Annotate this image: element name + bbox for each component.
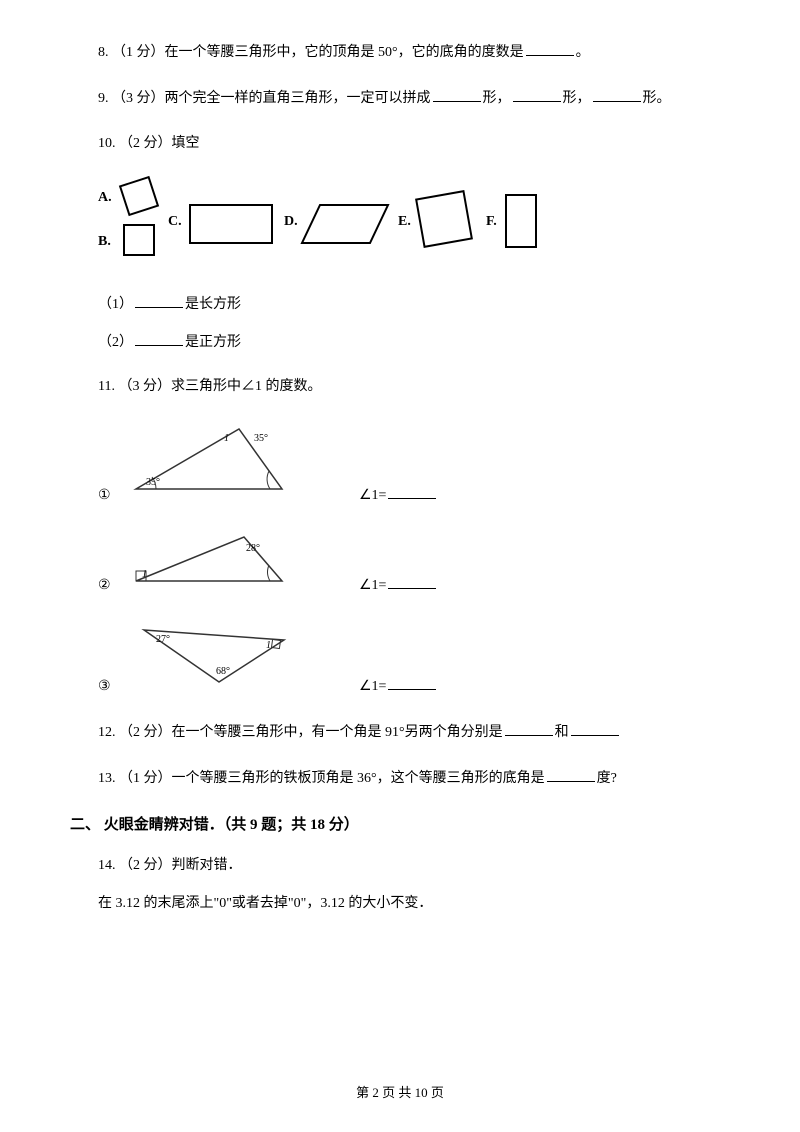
q9-text-after: 形。	[643, 91, 671, 106]
q13-text-after: 度?	[597, 771, 617, 786]
q11-t2-label: ②	[98, 575, 116, 597]
q11-t3-label: ③	[98, 676, 116, 698]
question-11: 11. （3 分）求三角形中∠1 的度数。 ① 1 35° 35° ∠1= ② …	[70, 376, 730, 698]
q10-sub1: （1） 是长方形	[98, 292, 730, 316]
q10-sub1-blank	[135, 292, 183, 308]
q13-text-before: 13. （1 分）一个等腰三角形的铁板顶角是 36°，这个等腰三角形的底角是	[98, 771, 545, 786]
q11-t2-img: 28° 1	[124, 529, 289, 597]
q11-t2-eq: ∠1=	[359, 573, 438, 597]
label-b: B.	[98, 234, 111, 249]
q12-text-before: 12. （2 分）在一个等腰三角形中，有一个角是 91°另两个角分别是	[98, 725, 503, 740]
q14-body: 在 3.12 的末尾添上"0"或者去掉"0"，3.12 的大小不变．	[98, 893, 730, 915]
q8-text-before: 8. （1 分）在一个等腰三角形中，它的顶角是 50°，它的底角的度数是	[98, 45, 524, 60]
shape-a	[120, 177, 158, 215]
svg-text:1: 1	[142, 569, 147, 580]
label-e: E.	[398, 214, 411, 229]
q8-blank	[526, 40, 574, 56]
label-a: A.	[98, 190, 112, 205]
svg-text:68°: 68°	[216, 666, 230, 677]
question-12: 12. （2 分）在一个等腰三角形中，有一个角是 91°另两个角分别是 和	[70, 720, 730, 744]
q10-sub1-after: 是长方形	[185, 297, 241, 312]
q9-blank-2	[513, 86, 561, 102]
shape-e	[416, 191, 472, 247]
q11-t3-img: 27° 68° 1	[124, 620, 289, 698]
svg-text:35°: 35°	[254, 433, 268, 444]
question-9: 9. （3 分）两个完全一样的直角三角形，一定可以拼成 形， 形， 形。	[70, 86, 730, 110]
q9-mid1: 形，	[483, 91, 511, 106]
q8-text-after: 。	[576, 45, 590, 60]
q11-t1-label: ①	[98, 485, 116, 507]
q10-sub1-before: （1）	[98, 297, 133, 312]
q10-sub2-before: （2）	[98, 335, 133, 350]
shape-c	[190, 205, 272, 243]
q11-t1-blank	[388, 483, 436, 499]
svg-text:28°: 28°	[246, 543, 260, 554]
question-10: 10. （2 分）填空 A. B. C. D. E. F. （1） 是长方形 （2…	[70, 133, 730, 355]
q9-mid2: 形，	[563, 91, 591, 106]
question-14: 14. （2 分）判断对错． 在 3.12 的末尾添上"0"或者去掉"0"，3.…	[70, 855, 730, 916]
q11-row-3: ③ 27° 68° 1 ∠1=	[98, 620, 730, 698]
q9-text-before: 9. （3 分）两个完全一样的直角三角形，一定可以拼成	[98, 91, 431, 106]
shape-b	[124, 225, 154, 255]
q9-blank-1	[433, 86, 481, 102]
q11-row-1: ① 1 35° 35° ∠1=	[98, 419, 730, 507]
q11-t3-eq: ∠1=	[359, 674, 438, 698]
page-footer: 第 2 页 共 10 页	[0, 1083, 800, 1104]
question-13: 13. （1 分）一个等腰三角形的铁板顶角是 36°，这个等腰三角形的底角是 度?	[70, 766, 730, 790]
q10-sub2-after: 是正方形	[185, 335, 241, 350]
q10-sub2-blank	[135, 330, 183, 346]
q12-blank-1	[505, 720, 553, 736]
q9-blank-3	[593, 86, 641, 102]
q10-sub2: （2） 是正方形	[98, 330, 730, 354]
section-2-header: 二、 火眼金睛辨对错．（共 9 题；共 18 分）	[70, 813, 730, 837]
question-8: 8. （1 分）在一个等腰三角形中，它的顶角是 50°，它的底角的度数是 。	[70, 40, 730, 64]
q12-blank-2	[571, 720, 619, 736]
shapes-svg: A. B. C. D. E. F.	[98, 173, 598, 263]
svg-text:1: 1	[224, 433, 229, 444]
q11-t3-blank	[388, 674, 436, 690]
q11-t1-img: 1 35° 35°	[124, 419, 289, 507]
q11-t1-eq: ∠1=	[359, 483, 438, 507]
q11-header: 11. （3 分）求三角形中∠1 的度数。	[98, 376, 730, 398]
shape-f	[506, 195, 536, 247]
q11-row-2: ② 28° 1 ∠1=	[98, 529, 730, 597]
svg-text:27°: 27°	[156, 634, 170, 645]
shape-d	[302, 205, 388, 243]
label-c: C.	[168, 214, 182, 229]
q10-shapes: A. B. C. D. E. F.	[98, 173, 730, 271]
q11-t2-blank	[388, 573, 436, 589]
q10-header: 10. （2 分）填空	[98, 133, 730, 155]
q12-and: 和	[555, 725, 569, 740]
q14-header: 14. （2 分）判断对错．	[98, 855, 730, 877]
label-f: F.	[486, 214, 497, 229]
svg-text:1: 1	[266, 640, 271, 651]
label-d: D.	[284, 214, 298, 229]
q13-blank	[547, 766, 595, 782]
